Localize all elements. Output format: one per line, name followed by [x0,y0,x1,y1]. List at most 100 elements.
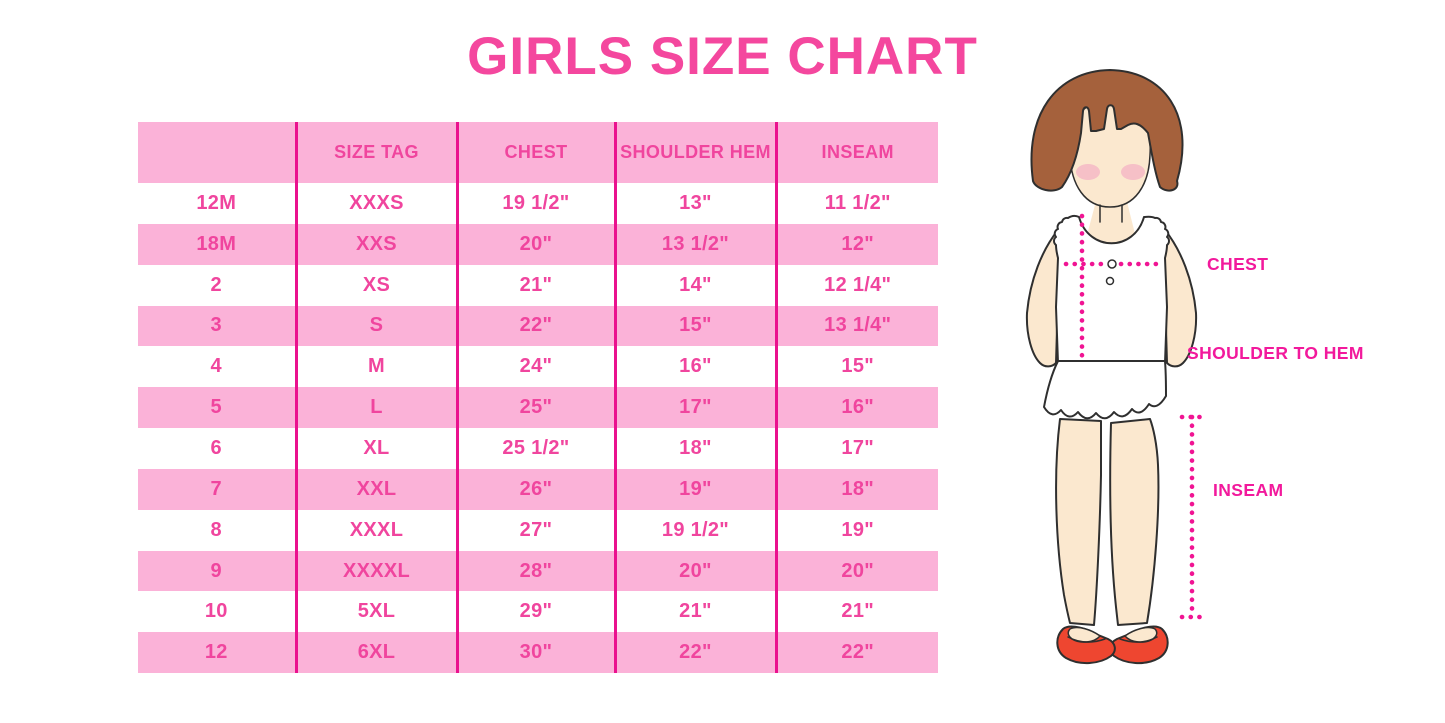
table-row: 2 XS 21" 14" 12 1/4" [138,264,938,306]
table-cell: 4 [210,355,222,378]
table-cell: XXXS [294,183,457,224]
inseam-dotted-line [1179,414,1205,620]
shoulder-to-hem-label: SHOULDER TO HEM [1187,343,1364,363]
table-cell: XL [294,428,457,469]
table-cell: 15" [774,346,938,388]
table-cell: XXXL [294,509,457,551]
table-cell: 12" [774,223,938,265]
table-cell: 28" [455,550,615,592]
table-cell: 19 1/2" [455,183,615,224]
page-title: GIRLS SIZE CHART [467,27,978,86]
table-cell: 18" [774,468,938,510]
table-header: SIZE TAG CHEST SHOULDER HEM INSEAM [138,122,938,183]
table-cell: 20" [613,550,776,592]
column-header: CHEST [455,122,615,183]
table-cell: XXS [294,223,457,265]
table-cell: S [294,305,457,347]
table-cell: 19" [774,509,938,551]
blush-right [1121,164,1145,180]
table-cell: 13" [613,183,776,224]
table-cell: 18M [196,232,237,255]
table-cell: 6XL [294,632,457,674]
column-header [138,122,296,183]
column-header: SHOULDER HEM [613,122,776,183]
table-cell: 14" [613,264,776,306]
table-row: 8 XXXL 27" 19 1/2" 19" [138,509,938,551]
girl-illustration [1025,69,1205,664]
table-cell: 25" [455,387,615,429]
table-cell: 9 [210,559,222,582]
table-cell: 16" [613,346,776,388]
table-cell: 22" [455,305,615,347]
table-cell: 30" [455,632,615,674]
skirt [1043,360,1167,420]
table-cell: 15" [613,305,776,347]
table-cell: 11 1/2" [774,183,938,224]
table-cell: 22" [774,632,938,674]
table-cell: 17" [613,387,776,429]
inseam-label: INSEAM [1213,480,1284,500]
table-cell: 2 [210,273,222,296]
measurement-figure: CHEST SHOULDER TO HEM INSEAM [1000,55,1445,705]
table-cell: 26" [455,468,615,510]
column-header: SIZE TAG [294,122,457,183]
table-cell: 18" [613,428,776,469]
table-body: 12M XXXS 19 1/2" 13" 11 1/2" 18M XXS 20" 13 1/2"… [138,183,938,674]
table-row: 12 6XL 30" 22" 22" [138,632,938,674]
table-cell: 17" [774,428,938,469]
leg-left [1055,418,1102,626]
table-cell: 29" [455,591,615,633]
blush-left [1076,164,1100,180]
table-row: 7 XXL 26" 19" 18" [138,468,938,510]
table-cell: 8 [210,518,222,541]
table-cell: 12M [196,191,237,214]
table-cell: 19" [613,468,776,510]
table-header-row: SIZE TAG CHEST SHOULDER HEM INSEAM [138,122,938,183]
table-cell: L [294,387,457,429]
neck [1099,204,1123,223]
table-cell: 25 1/2" [455,428,615,469]
table-cell: 21" [613,591,776,633]
button-bottom [1105,276,1115,286]
size-chart-table: SIZE TAG CHEST SHOULDER HEM INSEAM 12M XXXS 1… [138,122,938,674]
leg-right [1109,418,1160,626]
table-cell: 27" [455,509,615,551]
table-cell: 13 1/2" [613,223,776,265]
table-cell: XXXXL [294,550,457,592]
table-cell: 21" [774,591,938,633]
table-cell: 21" [455,264,615,306]
table-cell: 12 1/4" [774,264,938,306]
arm-left [1025,229,1059,368]
table-cell: 22" [613,632,776,674]
table-cell: 12 [204,641,228,664]
table-row: 4 M 24" 16" 15" [138,346,938,388]
table-cell: 7 [210,477,222,500]
table-cell: 24" [455,346,615,388]
chest-label: CHEST [1207,254,1269,274]
table-cell: 13 1/4" [774,305,938,347]
table-cell: 20" [774,550,938,592]
shoe-left [1056,625,1116,664]
table-cell: 20" [455,223,615,265]
table-cell: 19 1/2" [613,509,776,551]
table-row: 5 L 25" 17" 16" [138,387,938,429]
table-row: 18M XXS 20" 13 1/2" 12" [138,223,938,265]
table-cell: 6 [210,436,222,459]
table-row: 3 S 22" 15" 13 1/4" [138,305,938,347]
table-row: 12M XXXS 19 1/2" 13" 11 1/2" [138,183,938,224]
table-cell: 3 [210,314,222,337]
shoe-right [1109,625,1169,664]
table-cell: M [294,346,457,388]
table-cell: 5 [210,396,222,419]
table-cell: XXL [294,468,457,510]
table-row: 9 XXXXL 28" 20" 20" [138,550,938,592]
table-row: 10 5XL 29" 21" 21" [138,591,938,633]
arm-right [1164,229,1198,368]
column-header: INSEAM [774,122,938,183]
table-row: 6 XL 25 1/2" 18" 17" [138,428,938,469]
table-cell: 16" [774,387,938,429]
table-cell: XS [294,264,457,306]
table-cell: 10 [204,600,228,623]
table-cell: 5XL [294,591,457,633]
button-top [1107,259,1117,269]
